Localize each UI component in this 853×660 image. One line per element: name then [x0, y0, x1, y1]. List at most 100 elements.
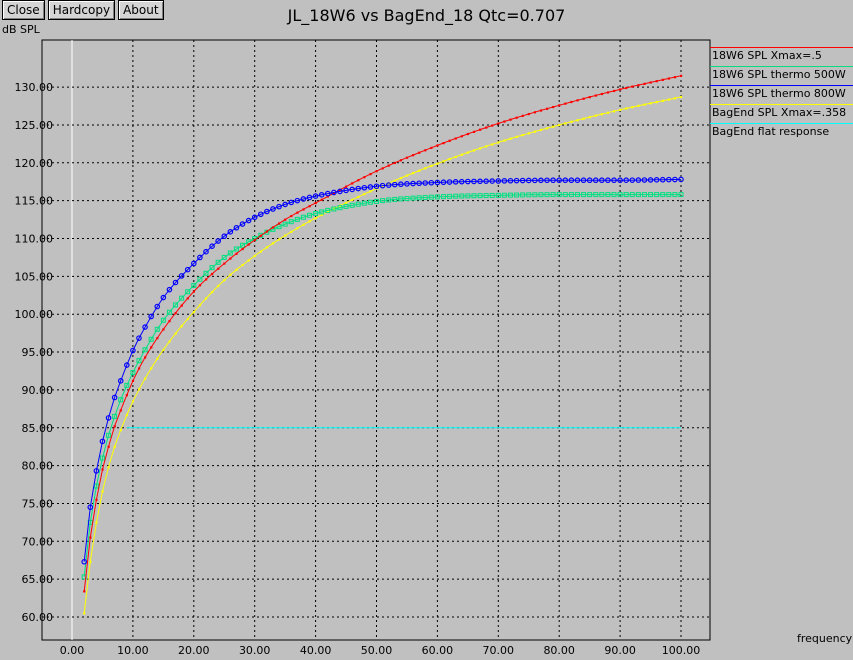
legend-label: 18W6 SPL thermo 500W [712, 68, 846, 81]
series-point [345, 185, 348, 188]
series-point [483, 178, 489, 184]
series-point [448, 158, 451, 161]
series-point [144, 356, 147, 359]
series-point [550, 177, 556, 184]
series-point [105, 415, 112, 421]
series-line-1 [83, 194, 681, 577]
series-point [192, 310, 195, 314]
series-point [404, 195, 410, 201]
series-point [338, 188, 342, 192]
series-point [294, 197, 301, 204]
y-tick-label: 90.00 [22, 384, 54, 397]
series-point [204, 297, 208, 300]
series-point [83, 590, 86, 593]
series-point [582, 117, 585, 120]
y-tick-label: 70.00 [22, 535, 54, 548]
toolbar: Close Hardcopy About [2, 0, 164, 20]
series-point [623, 177, 629, 183]
series-point [300, 214, 306, 220]
series-point [111, 394, 118, 401]
series-point [539, 128, 543, 132]
series-point [509, 137, 512, 140]
series-point [168, 340, 171, 343]
series-point [581, 192, 587, 198]
series-point [521, 114, 524, 117]
legend: 18W6 SPL Xmax=.5 18W6 SPL thermo 500W 18W6… [710, 47, 853, 142]
series-point [392, 196, 398, 202]
series-point [211, 272, 214, 276]
series-point [635, 192, 641, 198]
legend-label: 18W6 SPL thermo 800W [712, 87, 846, 100]
series-point [290, 230, 293, 233]
series-point [418, 151, 421, 154]
series-point [125, 394, 129, 397]
series-point [527, 112, 530, 116]
series-point [491, 124, 494, 127]
series-point [436, 144, 439, 147]
series-point [680, 95, 683, 99]
series-point [666, 192, 672, 198]
series-point [440, 179, 447, 186]
series-point [150, 367, 153, 370]
series-point [136, 358, 142, 364]
x-tick-label: 30.00 [239, 644, 271, 657]
series-point [625, 107, 628, 110]
series-point [655, 80, 658, 83]
series-point [546, 107, 549, 110]
series-point [434, 194, 440, 200]
x-tick-label: 60.00 [422, 644, 454, 657]
series-point [247, 243, 250, 246]
series-point [172, 279, 179, 286]
series-point [521, 134, 524, 137]
series-point [124, 382, 130, 388]
series-point [276, 203, 282, 210]
series-point [154, 303, 161, 310]
series-point [643, 82, 646, 85]
x-tick-label: 90.00 [604, 644, 636, 657]
series-point [588, 116, 591, 119]
series-point [587, 192, 593, 198]
series-point [168, 320, 171, 323]
series-point [150, 346, 153, 349]
series-point [477, 193, 483, 199]
series-point [582, 97, 585, 100]
series-point [137, 388, 141, 391]
series-point [600, 92, 604, 96]
series-point [229, 273, 232, 276]
series-point [533, 111, 537, 114]
series-point [568, 177, 575, 184]
close-button[interactable]: Close [2, 0, 45, 20]
about-button[interactable]: About [118, 0, 164, 20]
series-point [294, 216, 300, 222]
series-point [160, 317, 166, 323]
series-point [434, 179, 441, 186]
series-point [485, 145, 488, 148]
series-point [472, 130, 476, 133]
series-point [203, 248, 209, 255]
series-point [351, 198, 354, 201]
series-point [617, 177, 623, 184]
series-point [398, 181, 404, 188]
series-point [613, 89, 616, 93]
y-tick-label: 130.00 [15, 81, 54, 94]
series-point [556, 192, 562, 198]
series-point [174, 312, 177, 315]
series-point [312, 193, 319, 199]
series-point [380, 198, 386, 204]
x-tick-label: 100.00 [662, 644, 701, 657]
series-point [412, 172, 415, 175]
y-tick-label: 75.00 [22, 497, 54, 510]
series-point [507, 192, 513, 198]
series-point [454, 137, 457, 140]
legend-label: BagEnd flat response [712, 125, 830, 138]
series-point [288, 219, 294, 225]
series-point [192, 290, 195, 293]
series-point [424, 149, 427, 152]
series-point [606, 91, 610, 94]
series-point [667, 77, 671, 80]
series-point [654, 192, 660, 198]
series-point [118, 397, 124, 403]
hardcopy-button[interactable]: Hardcopy [47, 0, 116, 20]
series-point [678, 192, 684, 198]
series-point [459, 193, 465, 199]
